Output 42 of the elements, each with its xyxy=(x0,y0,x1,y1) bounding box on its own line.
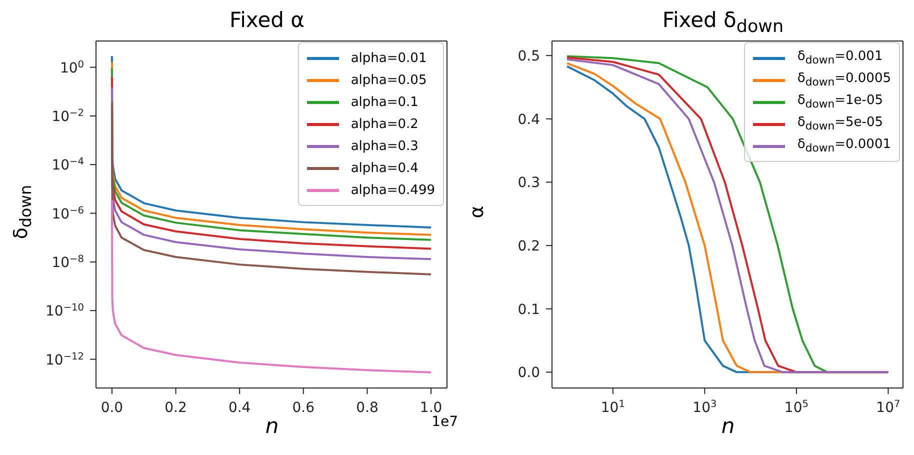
x-tick-label: 10$^{5}$ xyxy=(784,398,808,416)
y-tick-label: 10$^{−12}$ xyxy=(45,350,84,368)
legend-label: δ$_{down}$=5e-05 xyxy=(797,115,884,133)
y-tick-label: 10$^{−10}$ xyxy=(45,302,84,320)
x-tick-label: 10$^{1}$ xyxy=(600,398,625,416)
y-tick-label: 0.2 xyxy=(518,238,540,255)
legend-label: alpha=0.05 xyxy=(350,72,427,88)
legend-label: alpha=0.2 xyxy=(350,116,418,132)
legend-label: δ$_{down}$=0.0001 xyxy=(797,137,891,155)
legend-label: alpha=0.499 xyxy=(350,182,435,198)
legend-label: alpha=0.01 xyxy=(350,50,427,66)
y-tick-label: 0.5 xyxy=(518,48,540,65)
text: 1e7 xyxy=(432,414,458,430)
y-tick-label: 10$^{−2}$ xyxy=(52,107,84,125)
x-tick-label: 0.8 xyxy=(356,400,378,416)
x-tick-label: 0.4 xyxy=(228,400,251,416)
x-tick-label: 1.0 xyxy=(420,400,442,416)
line-series xyxy=(110,199,432,374)
y-axis-title: α xyxy=(466,206,488,218)
legend-label: δ$_{down}$=0.0005 xyxy=(797,71,891,89)
y-tick-label: 0.4 xyxy=(518,112,540,128)
x-tick-label: 0.0 xyxy=(100,400,124,416)
legend-label: alpha=0.3 xyxy=(350,138,418,154)
legend-label: δ$_{down}$=0.001 xyxy=(797,49,883,67)
chart-title: Fixed α xyxy=(228,8,306,34)
x-tick-label: 0.2 xyxy=(164,400,187,416)
y-tick-label: 10$^{0}$ xyxy=(60,58,84,76)
y-tick-label: 0.3 xyxy=(518,175,540,192)
y-tick-label: 0.1 xyxy=(518,302,540,318)
y-tick-label: 10$^{−6}$ xyxy=(52,204,84,222)
x-tick-label: 10$^{7}$ xyxy=(876,398,900,416)
legend-label: alpha=0.1 xyxy=(350,94,418,110)
legend-label: alpha=0.4 xyxy=(350,160,418,176)
x-axis-title: n xyxy=(721,414,735,438)
x-tick-label: 0.6 xyxy=(292,400,315,416)
x-tick-label: 10$^{3}$ xyxy=(692,398,717,416)
y-tick-label: 10$^{−4}$ xyxy=(52,156,84,174)
y-tick-label: 10$^{−8}$ xyxy=(52,253,84,271)
chart-title: Fixed δ$_{down}$ xyxy=(661,8,785,38)
x-axis-title: n xyxy=(265,414,279,438)
legend-label: δ$_{down}$=1e-05 xyxy=(797,93,884,111)
y-tick-label: 0.0 xyxy=(518,365,540,382)
